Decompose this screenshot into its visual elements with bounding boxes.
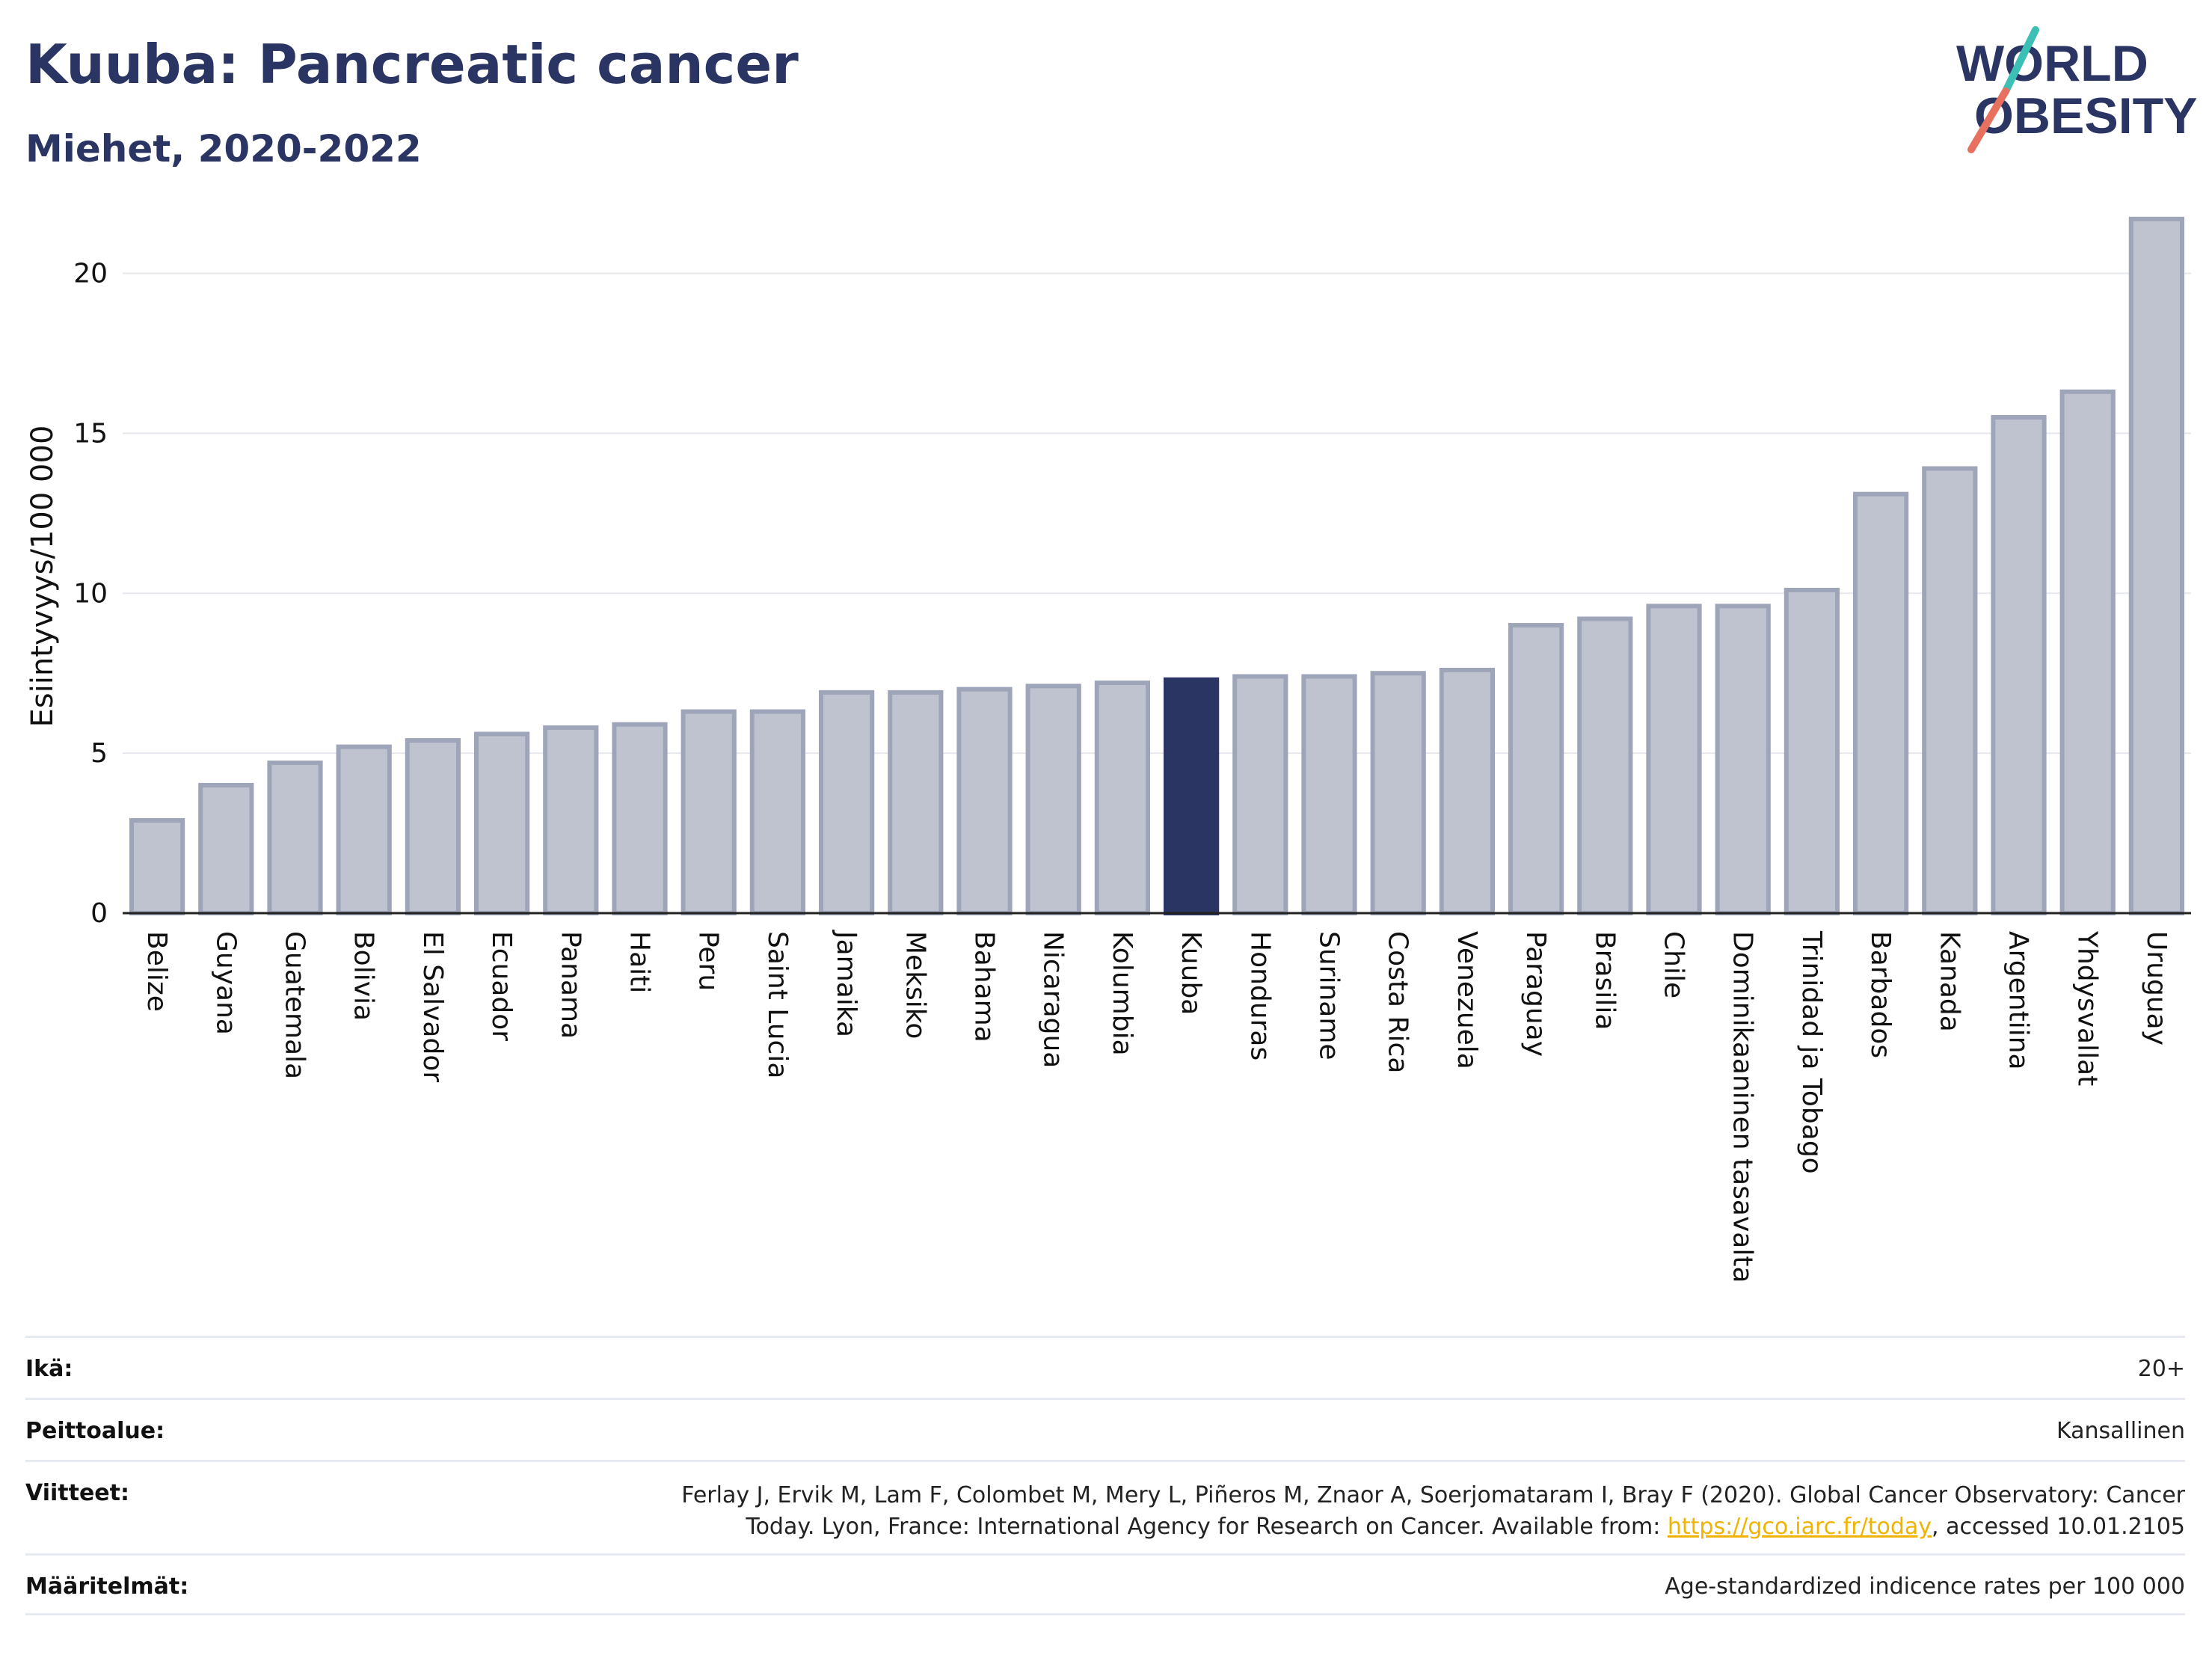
x-tick-label: Guyana [210,931,241,1035]
definitions-label: Määritelmät: [25,1573,189,1600]
logo-obesity-text: OBESITY [1974,87,2198,144]
metadata-table: Ikä: 20+ Peittoalue: Kansallinen Viittee… [25,1336,2185,1615]
bar [1232,674,1288,915]
bar [1025,684,1081,916]
x-tick-label: Ecuador [486,931,517,1041]
coverage-label: Peittoalue: [25,1418,165,1444]
x-tick-label: Kanada [1934,931,1964,1032]
x-tick-label: Yhdysvallat [2072,930,2103,1086]
logo-world-text: WORLD [1956,35,2148,92]
x-tick-label: Dominikaaninen tasavalta [1727,931,1758,1283]
x-tick-label: Chile [1659,931,1689,998]
world-obesity-logo: WORLD OBESITY [1956,26,2198,153]
bar [1094,681,1151,915]
x-tick-label: Jamaika [831,930,861,1037]
coverage-value: Kansallinen [2056,1418,2185,1444]
bar [1784,587,1840,916]
x-tick-label: Trinidad ja Tobago [1796,930,1827,1174]
bar [1508,623,1564,916]
meta-row-coverage: Peittoalue: Kansallinen [25,1398,2185,1460]
bar [1852,491,1909,915]
bar [1991,415,2047,915]
bar [818,690,875,915]
x-tick-label: Uruguay [2141,931,2172,1045]
bar [749,709,806,915]
x-tick-label: Guatemala [280,931,310,1079]
x-tick-label: Bahama [969,931,1000,1043]
bar [267,760,323,916]
bar [1301,674,1357,915]
x-tick-label: Belize [141,931,172,1012]
x-tick-label: Kuuba [1176,931,1206,1015]
x-axis-ticks: Belize Guyana Guatemala Bolivia El Salvador E… [141,930,2172,1283]
x-tick-label: Bolivia [348,931,379,1021]
x-tick-label: Saint Lucia [762,931,793,1078]
bar [405,738,461,916]
x-tick-label: Peru [693,931,724,991]
age-label: Ikä: [25,1356,73,1382]
references-line2-pre: Today. Lyon, France: International Agenc… [746,1514,1668,1540]
x-tick-label: Haiti [624,931,655,993]
x-tick-label: Paraguay [1520,931,1551,1057]
chart-title: Kuuba: Pancreatic cancer [25,33,799,96]
x-tick-label: Costa Rica [1383,931,1413,1073]
x-tick-label: Panama [555,931,586,1039]
references-line1: Ferlay J, Ervik M, Lam F, Colombet M, Me… [681,1482,2185,1508]
chart-subtitle: Miehet, 2020-2022 [25,127,422,171]
x-tick-label: Kolumbia [1107,931,1137,1056]
y-tick-label: 0 [90,898,108,929]
bar [1577,616,1633,915]
bar [129,817,185,916]
x-tick-label: El Salvador [417,931,448,1082]
x-tick-label: Meksiko [900,931,930,1039]
x-tick-label: Argentiina [2003,931,2034,1070]
references-label: Viitteet: [25,1480,129,1506]
x-tick-label: Nicaragua [1038,931,1069,1068]
bars [129,216,2185,916]
bar [612,722,668,916]
references-line2-post: , accessed 10.01.2105 [1932,1514,2185,1540]
y-tick-label: 20 [73,259,108,289]
y-tick-label: 5 [90,738,108,769]
bar [198,782,254,915]
bar [543,725,599,915]
references-value: Ferlay J, Ervik M, Lam F, Colombet M, Me… [681,1480,2185,1543]
definitions-value: Age-standardized indicence rates per 100… [1665,1573,2185,1600]
logo-slash-coral [1967,87,2009,153]
x-tick-label: Suriname [1314,931,1345,1060]
bar-highlight [1163,677,1220,915]
bar [681,709,737,915]
bar [1922,466,1978,915]
bar [2059,389,2116,915]
x-tick-label: Brasilia [1589,931,1620,1030]
bar [473,731,530,915]
meta-row-age: Ikä: 20+ [25,1336,2185,1398]
y-tick-label: 15 [73,418,108,449]
bar [1439,667,1496,915]
logo-slash-teal [2002,26,2039,95]
bar [1646,604,1702,916]
x-tick-label: Venezuela [1451,931,1482,1069]
y-axis-label: Esiintyvyys/100 000 [25,426,60,728]
bar [1370,671,1426,915]
y-tick-label: 10 [73,578,108,609]
bar [956,687,1013,915]
x-tick-label: Honduras [1244,931,1275,1060]
bar [336,744,392,916]
references-link[interactable]: https://gco.iarc.fr/today [1667,1514,1932,1540]
bar-chart: 0 5 10 15 20 Belize Guyana Guatemala Bolivia El … [25,216,2191,1283]
bar [888,690,944,915]
meta-row-definitions: Määritelmät: Age-standardized indicence … [25,1553,2185,1615]
gridlines [123,272,2191,755]
bar [2128,216,2185,915]
y-axis-ticks: 0 5 10 15 20 [73,259,108,929]
x-tick-label: Barbados [1865,931,1896,1058]
age-value: 20+ [2137,1356,2185,1382]
meta-row-references: Viitteet: Ferlay J, Ervik M, Lam F, Colo… [25,1460,2185,1553]
bar [1715,604,1771,916]
